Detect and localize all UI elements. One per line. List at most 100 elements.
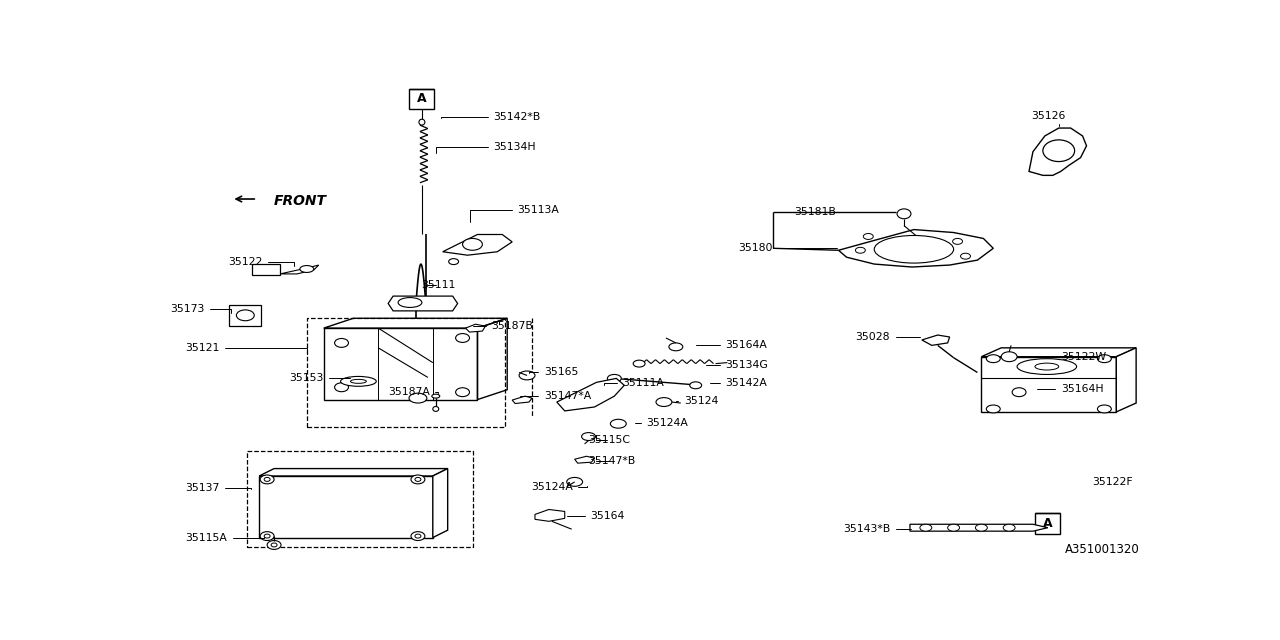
Ellipse shape <box>987 355 1000 363</box>
Text: 35115A: 35115A <box>186 532 264 543</box>
Text: 35028: 35028 <box>855 332 920 342</box>
Polygon shape <box>443 234 512 255</box>
Ellipse shape <box>411 532 425 541</box>
Text: A: A <box>417 92 426 106</box>
Polygon shape <box>259 468 448 476</box>
Polygon shape <box>535 509 564 522</box>
Ellipse shape <box>634 360 645 367</box>
Ellipse shape <box>351 380 366 383</box>
Ellipse shape <box>855 247 865 253</box>
Polygon shape <box>922 335 950 346</box>
Ellipse shape <box>920 524 932 531</box>
Text: 35134G: 35134G <box>705 360 768 369</box>
Bar <box>1036 513 1060 534</box>
Ellipse shape <box>334 339 348 348</box>
Ellipse shape <box>669 343 682 351</box>
Ellipse shape <box>415 477 421 481</box>
Ellipse shape <box>462 239 483 250</box>
Ellipse shape <box>268 541 282 549</box>
Polygon shape <box>982 356 1116 412</box>
Ellipse shape <box>271 543 276 547</box>
Ellipse shape <box>975 524 987 531</box>
Bar <box>307 318 506 427</box>
Ellipse shape <box>264 534 270 538</box>
Ellipse shape <box>520 371 535 380</box>
Polygon shape <box>512 396 532 404</box>
Text: 35147*A: 35147*A <box>520 391 591 401</box>
Text: 35122F: 35122F <box>1093 474 1133 487</box>
Ellipse shape <box>456 333 470 342</box>
Polygon shape <box>1116 348 1137 412</box>
Ellipse shape <box>449 259 458 264</box>
Ellipse shape <box>260 475 274 484</box>
Ellipse shape <box>947 524 960 531</box>
Polygon shape <box>1029 128 1087 175</box>
Ellipse shape <box>237 310 255 321</box>
Polygon shape <box>575 456 594 463</box>
Ellipse shape <box>1043 140 1075 161</box>
Ellipse shape <box>960 253 970 259</box>
Ellipse shape <box>433 406 439 412</box>
Polygon shape <box>557 378 625 411</box>
Ellipse shape <box>1004 524 1015 531</box>
Ellipse shape <box>1097 355 1111 363</box>
Ellipse shape <box>863 234 873 239</box>
Text: 35126: 35126 <box>1030 111 1065 126</box>
Polygon shape <box>280 265 319 274</box>
Ellipse shape <box>897 209 911 219</box>
Ellipse shape <box>300 266 314 273</box>
Text: 35165: 35165 <box>529 367 579 378</box>
Text: 35143*B: 35143*B <box>842 524 911 534</box>
Text: 35122: 35122 <box>228 257 294 267</box>
Text: 35111A: 35111A <box>604 378 664 388</box>
Ellipse shape <box>410 393 426 403</box>
Ellipse shape <box>581 433 595 440</box>
Ellipse shape <box>334 383 348 392</box>
Ellipse shape <box>1036 363 1059 370</box>
Ellipse shape <box>608 374 621 382</box>
Text: 35153: 35153 <box>289 373 349 383</box>
Text: 35124: 35124 <box>676 396 718 406</box>
Text: 35173: 35173 <box>170 305 232 314</box>
Text: 35181B: 35181B <box>795 207 895 217</box>
Ellipse shape <box>264 477 270 481</box>
Ellipse shape <box>398 298 422 307</box>
Bar <box>247 451 474 547</box>
Text: 35137: 35137 <box>186 483 251 493</box>
Text: 35164H: 35164H <box>1037 384 1103 394</box>
Polygon shape <box>388 296 458 311</box>
Text: 35164: 35164 <box>567 511 625 522</box>
Text: 35134H: 35134H <box>435 142 536 153</box>
Ellipse shape <box>611 419 626 428</box>
Ellipse shape <box>690 382 701 388</box>
Text: 35187A: 35187A <box>388 387 438 397</box>
Text: 35147*B: 35147*B <box>589 456 636 466</box>
Text: 35113A: 35113A <box>470 205 559 222</box>
Ellipse shape <box>1012 388 1027 397</box>
Polygon shape <box>433 468 448 538</box>
Text: A: A <box>1043 517 1052 531</box>
Text: 35115C: 35115C <box>589 435 631 445</box>
Text: FRONT: FRONT <box>274 194 328 208</box>
Text: 35124A: 35124A <box>531 482 586 492</box>
Bar <box>276 483 416 530</box>
Ellipse shape <box>1018 358 1076 374</box>
Text: 35164A: 35164A <box>696 340 767 350</box>
Bar <box>410 89 434 109</box>
Polygon shape <box>838 230 993 267</box>
Polygon shape <box>982 348 1137 356</box>
Text: 35124A: 35124A <box>635 418 687 428</box>
Ellipse shape <box>1097 405 1111 413</box>
Ellipse shape <box>411 475 425 484</box>
Ellipse shape <box>415 534 421 538</box>
Text: 35142*B: 35142*B <box>440 112 540 122</box>
Ellipse shape <box>260 532 274 541</box>
Text: 35187B: 35187B <box>474 321 534 331</box>
Ellipse shape <box>419 119 425 125</box>
Ellipse shape <box>987 405 1000 413</box>
Polygon shape <box>466 324 485 332</box>
Ellipse shape <box>1001 352 1018 362</box>
Text: 35142A: 35142A <box>709 378 767 388</box>
Text: 35111: 35111 <box>421 280 456 290</box>
Text: 35122W: 35122W <box>1036 352 1106 362</box>
